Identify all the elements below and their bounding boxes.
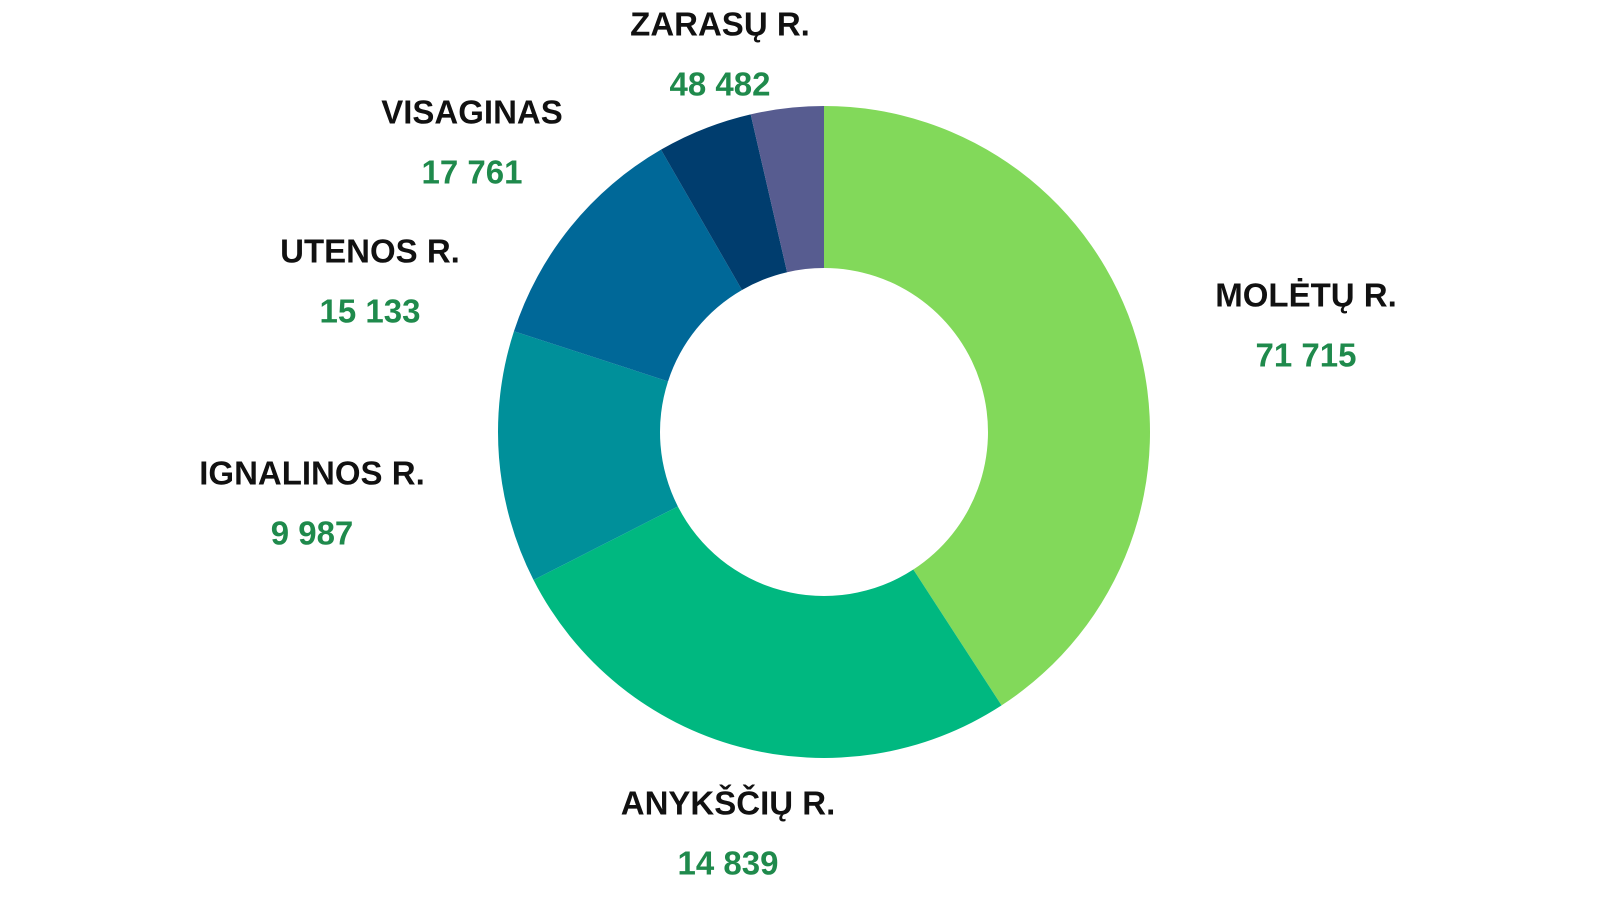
donut-slice: [661, 114, 788, 290]
slice-name-label: UTENOS R.: [280, 233, 460, 270]
slice-value-label: 15 133: [320, 293, 421, 330]
donut-slice: [513, 149, 742, 382]
slice-name-label: VISAGINAS: [381, 94, 563, 131]
slice-value-label: 9 987: [271, 515, 354, 552]
donut-slice: [824, 106, 1151, 706]
donut-slice: [498, 331, 678, 580]
slice-name-label: IGNALINOS R.: [199, 455, 425, 492]
slice-name-label: MOLĖTŲ R.: [1215, 277, 1396, 314]
donut-slice: [533, 506, 1002, 759]
slice-name-label: ZARASŲ R.: [630, 6, 810, 43]
slice-value-label: 71 715: [1256, 337, 1357, 374]
slice-value-label: 48 482: [670, 66, 771, 103]
slice-value-label: 14 839: [678, 845, 779, 882]
slice-labels: MOLĖTŲ R. 71 715 ANYKŠČIŲ R. 14 839 IGNALINO…: [199, 6, 1397, 882]
donut-slices: [498, 106, 1151, 759]
donut-slice: [750, 106, 824, 273]
slice-value-label: 17 761: [422, 154, 523, 191]
slice-name-label: ANYKŠČIŲ R.: [621, 784, 836, 822]
